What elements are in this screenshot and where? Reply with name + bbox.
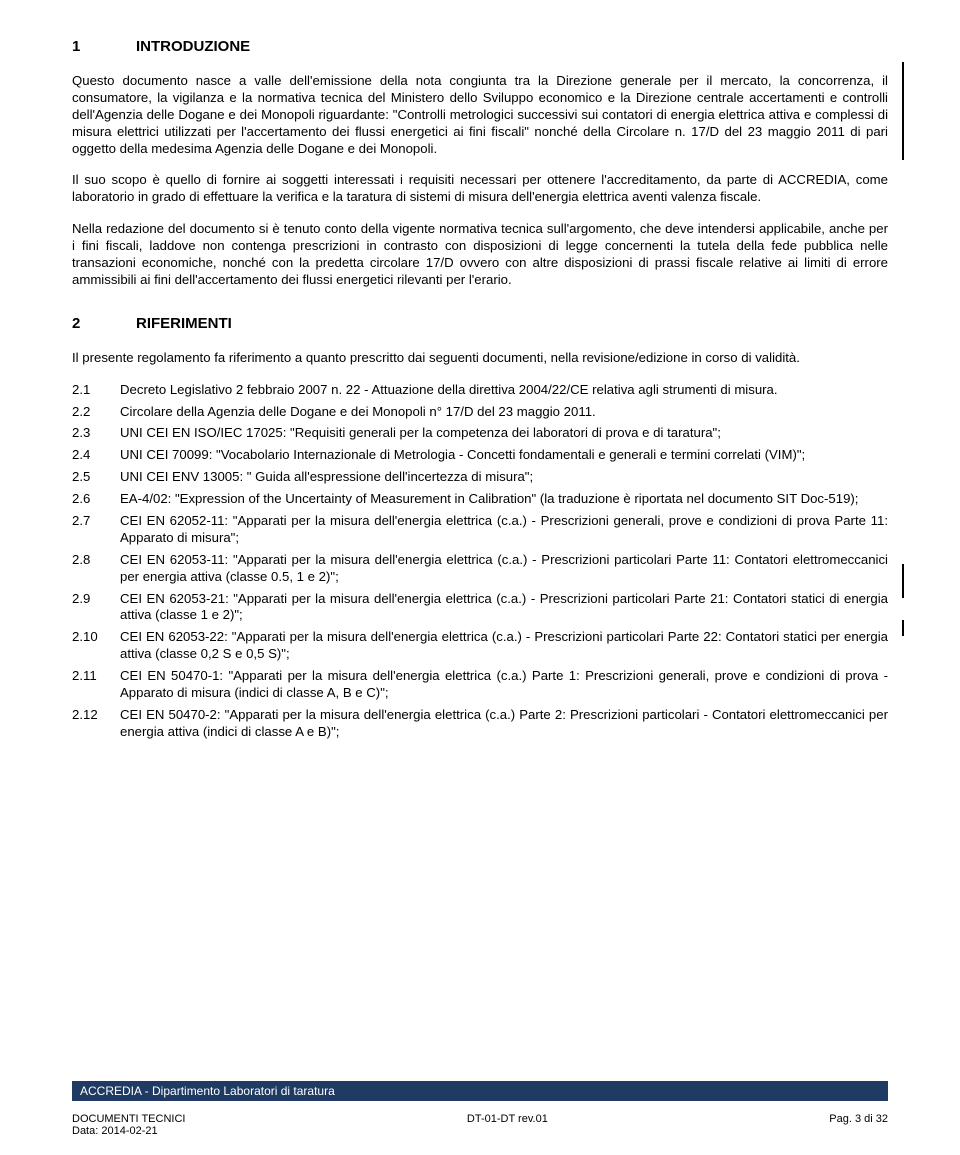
footer-date: Data: 2014-02-21: [72, 1125, 185, 1137]
reference-number: 2.1: [72, 382, 120, 399]
reference-number: 2.12: [72, 707, 120, 741]
section-2-title: RIFERIMENTI: [136, 315, 232, 332]
footer-left: DOCUMENTI TECNICI Data: 2014-02-21: [72, 1113, 185, 1137]
reference-item: 2.9CEI EN 62053-21: "Apparati per la mis…: [72, 591, 888, 625]
reference-number: 2.11: [72, 668, 120, 702]
reference-item: 2.8CEI EN 62053-11: "Apparati per la mis…: [72, 552, 888, 586]
reference-number: 2.9: [72, 591, 120, 625]
section-1-title: INTRODUZIONE: [136, 38, 250, 55]
section-1-number: 1: [72, 38, 136, 55]
reference-number: 2.4: [72, 447, 120, 464]
footer-doc-type: DOCUMENTI TECNICI: [72, 1113, 185, 1125]
reference-item: 2.3UNI CEI EN ISO/IEC 17025: "Requisiti …: [72, 425, 888, 442]
reference-item: 2.10CEI EN 62053-22: "Apparati per la mi…: [72, 629, 888, 663]
section-2-heading: 2RIFERIMENTI: [72, 315, 888, 332]
section-1-para-2: Il suo scopo è quello di fornire ai sogg…: [72, 172, 888, 206]
reference-text: UNI CEI ENV 13005: " Guida all'espressio…: [120, 469, 888, 486]
reference-number: 2.7: [72, 513, 120, 547]
reference-item: 2.2Circolare della Agenzia delle Dogane …: [72, 404, 888, 421]
reference-text: CEI EN 62053-21: "Apparati per la misura…: [120, 591, 888, 625]
revision-change-bar: [902, 620, 904, 636]
section-1-heading: 1INTRODUZIONE: [72, 38, 888, 55]
revision-change-bar: [902, 62, 904, 160]
reference-text: EA-4/02: "Expression of the Uncertainty …: [120, 491, 888, 508]
section-2-number: 2: [72, 315, 136, 332]
revision-change-bar: [902, 564, 904, 598]
reference-text: CEI EN 50470-2: "Apparati per la misura …: [120, 707, 888, 741]
footer-right: Pag. 3 di 32: [829, 1113, 888, 1137]
reference-text: Decreto Legislativo 2 febbraio 2007 n. 2…: [120, 382, 888, 399]
reference-item: 2.7CEI EN 62052-11: "Apparati per la mis…: [72, 513, 888, 547]
footer-doc-id: DT-01-DT rev.01: [185, 1113, 829, 1125]
footer-band: ACCREDIA - Dipartimento Laboratori di ta…: [72, 1081, 888, 1101]
reference-text: CEI EN 62052-11: "Apparati per la misura…: [120, 513, 888, 547]
section-1-para-1: Questo documento nasce a valle dell'emis…: [72, 73, 888, 157]
reference-text: CEI EN 62053-11: "Apparati per la misura…: [120, 552, 888, 586]
reference-number: 2.10: [72, 629, 120, 663]
footer-meta: DOCUMENTI TECNICI Data: 2014-02-21 DT-01…: [72, 1113, 888, 1137]
reference-item: 2.4UNI CEI 70099: "Vocabolario Internazi…: [72, 447, 888, 464]
reference-item: 2.5UNI CEI ENV 13005: " Guida all'espres…: [72, 469, 888, 486]
reference-text: UNI CEI EN ISO/IEC 17025: "Requisiti gen…: [120, 425, 888, 442]
footer-page-number: Pag. 3 di 32: [829, 1113, 888, 1125]
reference-number: 2.6: [72, 491, 120, 508]
reference-text: CEI EN 50470-1: "Apparati per la misura …: [120, 668, 888, 702]
footer-band-text: ACCREDIA - Dipartimento Laboratori di ta…: [80, 1084, 335, 1098]
reference-text: UNI CEI 70099: "Vocabolario Internaziona…: [120, 447, 888, 464]
reference-text: Circolare della Agenzia delle Dogane e d…: [120, 404, 888, 421]
reference-item: 2.11CEI EN 50470-1: "Apparati per la mis…: [72, 668, 888, 702]
reference-number: 2.5: [72, 469, 120, 486]
reference-item: 2.12CEI EN 50470-2: "Apparati per la mis…: [72, 707, 888, 741]
reference-number: 2.2: [72, 404, 120, 421]
page-content: 1INTRODUZIONE Questo documento nasce a v…: [72, 38, 888, 741]
reference-item: 2.6EA-4/02: "Expression of the Uncertain…: [72, 491, 888, 508]
footer-center: DT-01-DT rev.01: [185, 1113, 829, 1137]
references-list: 2.1Decreto Legislativo 2 febbraio 2007 n…: [72, 382, 888, 741]
reference-item: 2.1Decreto Legislativo 2 febbraio 2007 n…: [72, 382, 888, 399]
section-1-para-3: Nella redazione del documento si è tenut…: [72, 221, 888, 289]
reference-number: 2.3: [72, 425, 120, 442]
section-2-intro: Il presente regolamento fa riferimento a…: [72, 350, 888, 367]
reference-text: CEI EN 62053-22: "Apparati per la misura…: [120, 629, 888, 663]
reference-number: 2.8: [72, 552, 120, 586]
